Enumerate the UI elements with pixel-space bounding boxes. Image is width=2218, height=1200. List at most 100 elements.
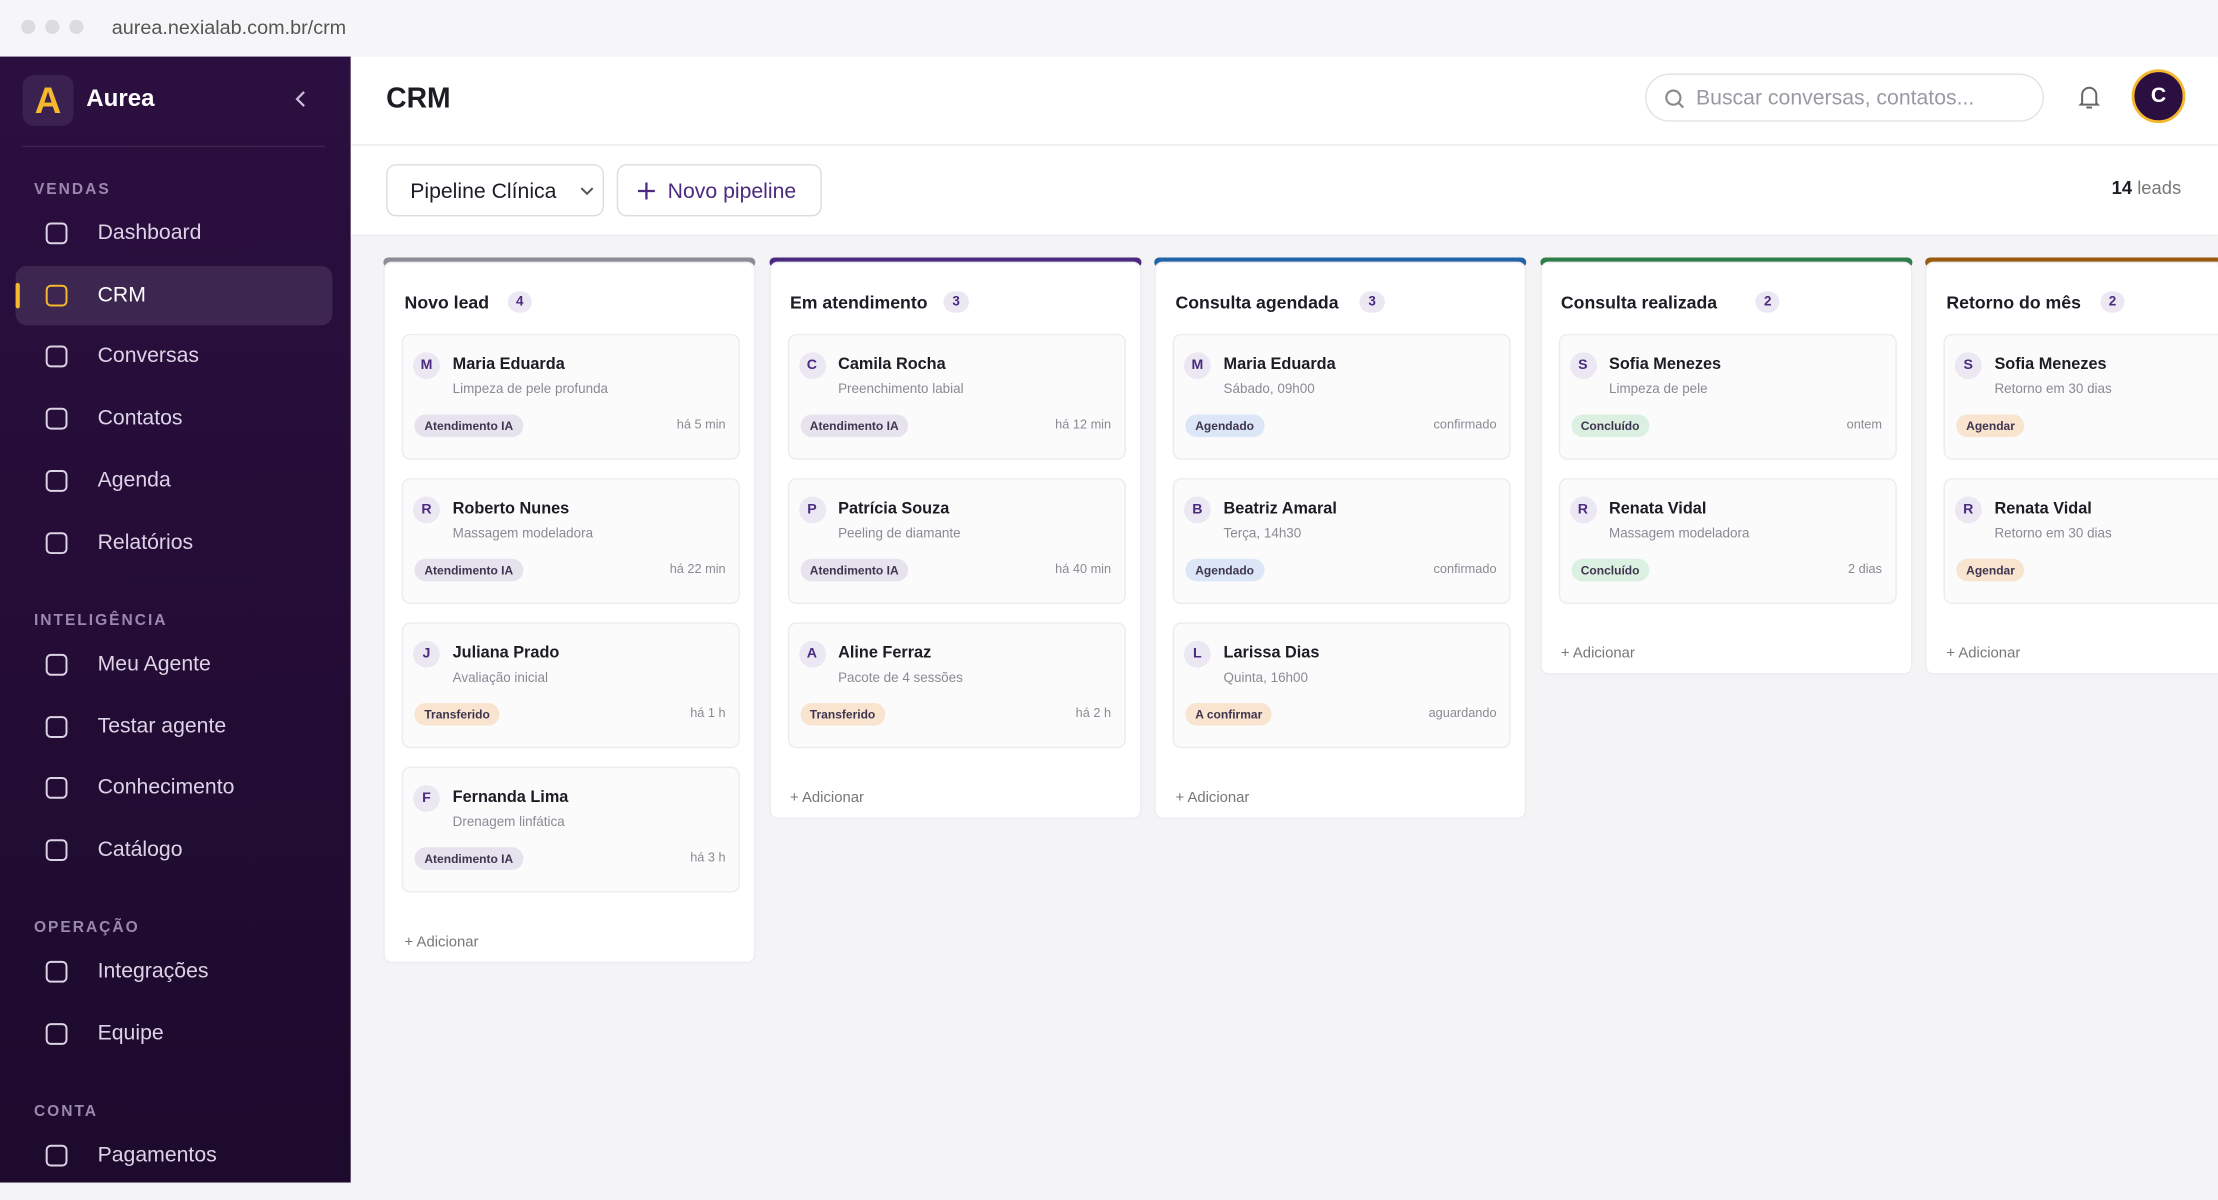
nav-item[interactable]: CRM (15, 265, 333, 325)
lead-initial: C (798, 352, 826, 380)
nav-item[interactable]: Conhecimento (16, 759, 333, 818)
leads: 14 leads (2112, 177, 2182, 198)
add-label: Adicionar (416, 933, 479, 951)
lead-card[interactable]: R Renata Vidal Retorno em 30 dias Agendar (1943, 478, 2218, 604)
lead-initial: R (1569, 496, 1597, 524)
window-dot (45, 19, 60, 34)
lead-card[interactable]: M Maria Eduarda Sábado, 09h00 Agendado confi… (1172, 333, 1511, 460)
lead-desc: Avaliação inicial (452, 670, 549, 687)
lead-initial: J (413, 640, 440, 668)
lead-tag: Agendar (1956, 414, 2025, 438)
nav-label: Pagamentos (97, 1142, 217, 1167)
nav-item[interactable]: Dashboard (16, 204, 333, 263)
collapse-icon[interactable] (293, 89, 310, 109)
lead-card[interactable]: A Aline Ferraz Pacote de 4 sessões Transfer… (787, 622, 1126, 749)
lead-card[interactable]: M Maria Eduarda Limpeza de pele profunda At… (401, 333, 740, 460)
lead-tag: Concluído (1570, 414, 1650, 438)
lead-card[interactable]: B Beatriz Amaral Terça, 14h30 Agendado confi… (1172, 478, 1511, 604)
toolbar: Pipeline Clínica Novo pipeline 14 leads (350, 145, 2218, 237)
lead-initial: R (1954, 496, 1982, 524)
lead-desc: Terça, 14h30 (1223, 526, 1302, 542)
nav-icon (45, 653, 68, 676)
brand: Aurea (86, 84, 155, 112)
nav-item[interactable]: Equipe (16, 1004, 333, 1063)
lead-desc: Pacote de 4 sessões (838, 670, 963, 687)
lead-card[interactable]: J Juliana Prado Avaliação inicial Transferi… (401, 622, 740, 749)
add-lead[interactable]: + Adicionar (789, 789, 864, 807)
column-count: 2 (2100, 291, 2125, 313)
lead-time: aguardando (1428, 705, 1497, 720)
lead-desc: Sábado, 09h00 (1223, 381, 1315, 398)
nav-item[interactable]: Agenda (16, 451, 333, 510)
bell-icon[interactable] (2076, 83, 2101, 111)
column-count: 2 (1755, 291, 1780, 313)
nav-label: Meu Agente (97, 652, 211, 677)
column-count: 3 (1359, 291, 1385, 313)
lead-desc: Drenagem linfática (452, 814, 565, 831)
pipeline-select[interactable]: Pipeline Clínica (386, 164, 604, 217)
nav-icon (45, 715, 68, 738)
lead-card[interactable]: C Camila Rocha Preenchimento labial Atendim… (787, 333, 1126, 460)
nav-icon (45, 839, 68, 862)
lead-name: Sofia Menezes (1608, 356, 1722, 374)
nav-item[interactable]: Relatórios (16, 513, 333, 572)
nav-icon (45, 777, 68, 800)
lead-name: Patrícia Souza (838, 500, 950, 518)
active-marker (15, 282, 20, 308)
lead-desc: Limpeza de pele (1608, 381, 1708, 398)
add-lead[interactable]: + Adicionar (1560, 645, 1635, 662)
logo[interactable]: A (22, 74, 74, 126)
lead-time: há 1 h (690, 705, 726, 720)
lead-card[interactable]: P Patrícia Souza Peeling de diamante Atendi… (787, 478, 1126, 604)
search-placeholder: Buscar conversas, contatos... (1695, 86, 1975, 111)
lead-tag: A confirmar (1185, 703, 1273, 726)
nav-item[interactable]: Meu Agente (16, 635, 333, 694)
lead-card[interactable]: S Sofia Menezes Limpeza de pele Concluído on… (1558, 333, 1897, 460)
lead-desc: Retorno em 30 dias (1994, 381, 2112, 398)
nav-item[interactable]: Integrações (16, 942, 333, 1001)
leads-label: leads (2137, 176, 2182, 199)
lead-tag: Concluído (1570, 558, 1650, 582)
lead-card[interactable]: F Fernanda Lima Drenagem linfática Atendime… (401, 766, 740, 893)
header: CRM Buscar conversas, contatos... C (350, 56, 2218, 146)
lead-name: Juliana Prado (452, 645, 560, 662)
lead-name: Maria Eduarda (1223, 356, 1336, 374)
add-lead[interactable]: + Adicionar (404, 933, 479, 951)
section-title: INTELIGÊNCIA (33, 612, 168, 630)
lead-tag: Atendimento IA (414, 847, 524, 870)
nav-item[interactable]: Testar agente (16, 697, 333, 756)
url[interactable]: aurea.nexialab.com.br/crm (111, 15, 347, 39)
avatar[interactable]: C (2131, 69, 2186, 124)
nav-label: Relatórios (97, 529, 194, 554)
add-lead[interactable]: + Adicionar (1175, 789, 1250, 807)
lead-tag: Agendar (1956, 558, 2025, 582)
nav-label: Integrações (97, 959, 209, 984)
search[interactable]: Buscar conversas, contatos... (1645, 73, 2044, 122)
lead-desc: Massagem modeladora (452, 526, 594, 542)
nav-item[interactable]: Conversas (16, 327, 333, 386)
nav-icon (45, 284, 68, 307)
nav-label: Testar agente (97, 713, 227, 738)
lead-time: há 22 min (669, 561, 726, 576)
lead-card[interactable]: S Sofia Menezes Retorno em 30 dias Agendar (1943, 333, 2218, 460)
nav-item[interactable]: Catálogo (16, 821, 333, 880)
lead-card[interactable]: R Roberto Nunes Massagem modeladora Atendim… (401, 478, 740, 604)
add-lead[interactable]: + Adicionar (1946, 645, 2021, 662)
column: Consulta realizada 2 S Sofia Menezes Limpeza… (1539, 261, 1912, 675)
new-pipeline-button[interactable]: Novo pipeline (616, 164, 822, 217)
add-label: Adicionar (1572, 645, 1635, 662)
nav-item[interactable]: Pagamentos (16, 1126, 333, 1183)
column-title: Consulta realizada (1560, 292, 1718, 313)
lead-tag: Agendado (1185, 558, 1264, 582)
add-label: Adicionar (801, 789, 864, 807)
lead-tag: Transferido (414, 703, 500, 726)
lead-card[interactable]: L Larissa Dias Quinta, 16h00 A confirmar agu… (1172, 622, 1511, 749)
lead-time: há 3 h (690, 850, 726, 865)
lead-time: confirmado (1433, 561, 1497, 576)
nav-item[interactable]: Contatos (16, 389, 333, 448)
lead-card[interactable]: R Renata Vidal Massagem modeladora Concluíd… (1558, 478, 1897, 604)
nav-label: Conversas (97, 344, 200, 369)
nav-icon (45, 469, 68, 492)
